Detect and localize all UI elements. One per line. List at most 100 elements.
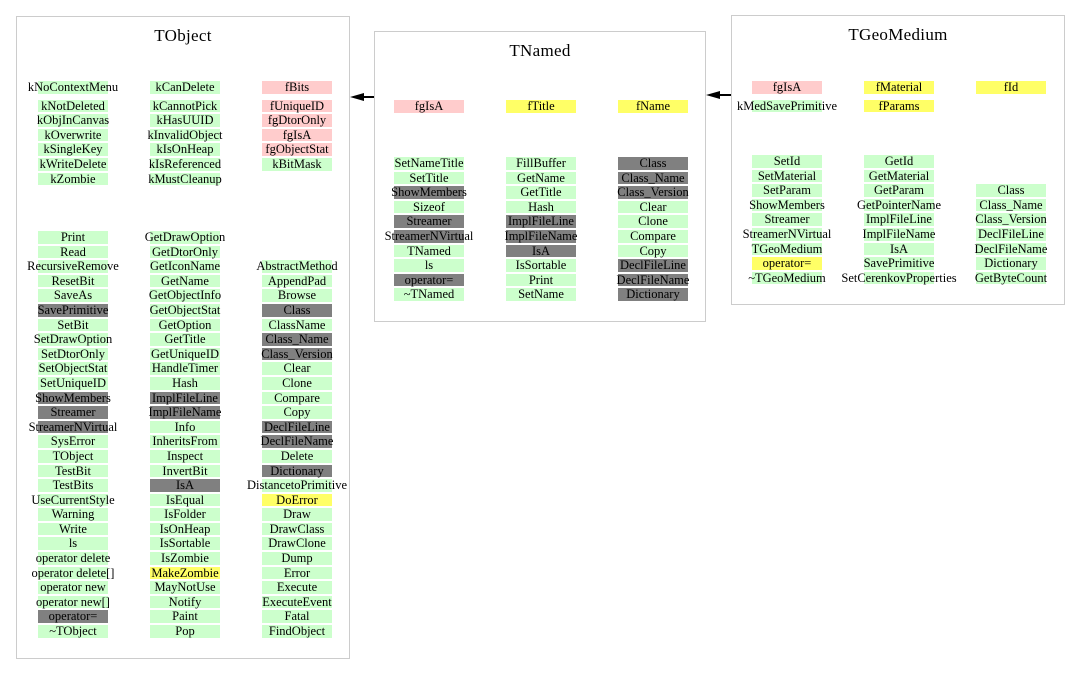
member-sizeof[interactable]: Sizeof xyxy=(394,200,464,215)
member-kzombie[interactable]: kZombie xyxy=(38,172,108,187)
member-browse[interactable]: Browse xyxy=(262,288,332,303)
member-executeevent[interactable]: ExecuteEvent xyxy=(262,595,332,610)
member-operator[interactable]: operator= xyxy=(38,609,108,624)
member-isfolder[interactable]: IsFolder xyxy=(150,507,220,522)
member-getoption[interactable]: GetOption xyxy=(150,318,220,333)
member-getname[interactable]: GetName xyxy=(506,171,576,186)
member-warning[interactable]: Warning xyxy=(38,507,108,522)
member-doerror[interactable]: DoError xyxy=(262,493,332,508)
member-getuniqueid[interactable]: GetUniqueID xyxy=(150,347,220,362)
member-setobjectstat[interactable]: SetObjectStat xyxy=(38,361,108,376)
member-kmedsaveprimitive[interactable]: kMedSavePrimitive xyxy=(737,99,837,114)
member-class-version[interactable]: Class_Version xyxy=(261,347,333,362)
member-compare[interactable]: Compare xyxy=(262,391,332,406)
member-drawclass[interactable]: DrawClass xyxy=(262,522,332,537)
member-streamernvirtual[interactable]: StreamerNVirtual xyxy=(29,420,118,435)
member-setdtoronly[interactable]: SetDtorOnly xyxy=(38,347,108,362)
member-geticonname[interactable]: GetIconName xyxy=(150,259,220,274)
member-getobjectstat[interactable]: GetObjectStat xyxy=(150,303,221,318)
member-fgisa[interactable]: fgIsA xyxy=(262,128,332,143)
member-getparam[interactable]: GetParam xyxy=(864,183,934,198)
member-isequal[interactable]: IsEqual xyxy=(150,493,220,508)
member-fmaterial[interactable]: fMaterial xyxy=(864,80,934,95)
member-showmembers[interactable]: ShowMembers xyxy=(35,391,111,406)
member-declfileline[interactable]: DeclFileLine xyxy=(976,227,1046,242)
member-compare[interactable]: Compare xyxy=(618,229,688,244)
member-class[interactable]: Class xyxy=(262,303,332,318)
member-operator-new[interactable]: operator new xyxy=(38,580,108,595)
class-title-tobject[interactable]: TObject xyxy=(154,26,212,45)
member-showmembers[interactable]: ShowMembers xyxy=(749,198,825,213)
member-implfilename[interactable]: ImplFileName xyxy=(149,405,222,420)
member-write[interactable]: Write xyxy=(38,522,108,537)
member-setcerenkovproperties[interactable]: SetCerenkovProperties xyxy=(841,271,956,286)
member-showmembers[interactable]: ShowMembers xyxy=(391,185,467,200)
member-knotdeleted[interactable]: kNotDeleted xyxy=(38,99,108,114)
member-read[interactable]: Read xyxy=(38,245,108,260)
member-khasuuid[interactable]: kHasUUID xyxy=(150,113,220,128)
member-fbits[interactable]: fBits xyxy=(262,80,332,95)
member-operator[interactable]: operator= xyxy=(394,273,464,288)
member-issortable[interactable]: IsSortable xyxy=(150,536,220,551)
member-fname[interactable]: fName xyxy=(618,99,688,114)
member-testbit[interactable]: TestBit xyxy=(38,464,108,479)
member-ls[interactable]: ls xyxy=(38,536,108,551)
member-testbits[interactable]: TestBits xyxy=(38,478,108,493)
member-hash[interactable]: Hash xyxy=(150,376,220,391)
member-class-name[interactable]: Class_Name xyxy=(618,171,688,186)
member-fatal[interactable]: Fatal xyxy=(262,609,332,624)
member-setuniqueid[interactable]: SetUniqueID xyxy=(38,376,108,391)
member-getname[interactable]: GetName xyxy=(150,274,220,289)
member-knocontextmenu[interactable]: kNoContextMenu xyxy=(28,80,118,95)
member-fparams[interactable]: fParams xyxy=(864,99,934,114)
member-notify[interactable]: Notify xyxy=(150,595,220,610)
member-class-version[interactable]: Class_Version xyxy=(617,185,689,200)
member-isa[interactable]: IsA xyxy=(506,244,576,259)
member-invertbit[interactable]: InvertBit xyxy=(150,464,220,479)
member-saveprimitive[interactable]: SavePrimitive xyxy=(38,303,109,318)
member-tgeomedium[interactable]: TGeoMedium xyxy=(752,242,823,257)
member-print[interactable]: Print xyxy=(38,230,108,245)
member-tobject[interactable]: TObject xyxy=(38,449,108,464)
member-inheritsfrom[interactable]: InheritsFrom xyxy=(150,434,220,449)
member-kisonheap[interactable]: kIsOnHeap xyxy=(150,142,220,157)
member-copy[interactable]: Copy xyxy=(618,244,688,259)
member-settitle[interactable]: SetTitle xyxy=(394,171,464,186)
member-fid[interactable]: fId xyxy=(976,80,1046,95)
member-getdrawoption[interactable]: GetDrawOption xyxy=(145,230,226,245)
member-tobject[interactable]: ~TObject xyxy=(38,624,108,639)
member-implfileline[interactable]: ImplFileLine xyxy=(150,391,220,406)
member-saveprimitive[interactable]: SavePrimitive xyxy=(864,256,935,271)
member-clone[interactable]: Clone xyxy=(618,214,688,229)
member-streamer[interactable]: Streamer xyxy=(752,212,822,227)
member-abstractmethod[interactable]: AbstractMethod xyxy=(256,259,337,274)
member-dictionary[interactable]: Dictionary xyxy=(262,464,332,479)
member-isa[interactable]: IsA xyxy=(150,478,220,493)
member-clear[interactable]: Clear xyxy=(262,361,332,376)
member-implfileline[interactable]: ImplFileLine xyxy=(864,212,934,227)
member-fgisa[interactable]: fgIsA xyxy=(752,80,822,95)
member-recursiveremove[interactable]: RecursiveRemove xyxy=(27,259,119,274)
member-streamer[interactable]: Streamer xyxy=(394,214,464,229)
member-ksinglekey[interactable]: kSingleKey xyxy=(38,142,108,157)
member-copy[interactable]: Copy xyxy=(262,405,332,420)
member-info[interactable]: Info xyxy=(150,420,220,435)
member-kinvalidobject[interactable]: kInvalidObject xyxy=(148,128,223,143)
member-kobjincanvas[interactable]: kObjInCanvas xyxy=(37,113,109,128)
member-drawclone[interactable]: DrawClone xyxy=(262,536,332,551)
member-declfilename[interactable]: DeclFileName xyxy=(261,434,334,449)
member-tnamed[interactable]: TNamed xyxy=(394,244,464,259)
member-kwritedelete[interactable]: kWriteDelete xyxy=(38,157,108,172)
member-declfileline[interactable]: DeclFileLine xyxy=(262,420,332,435)
member-kisreferenced[interactable]: kIsReferenced xyxy=(149,157,221,172)
member-implfilename[interactable]: ImplFileName xyxy=(505,229,578,244)
member-operator-delete[interactable]: operator delete xyxy=(36,551,111,566)
member-tgeomedium[interactable]: ~TGeoMedium xyxy=(748,271,826,286)
member-class-name[interactable]: Class_Name xyxy=(976,198,1046,213)
member-kcannotpick[interactable]: kCannotPick xyxy=(150,99,220,114)
member-makezombie[interactable]: MakeZombie xyxy=(150,566,220,581)
member-execute[interactable]: Execute xyxy=(262,580,332,595)
member-clone[interactable]: Clone xyxy=(262,376,332,391)
member-declfilename[interactable]: DeclFileName xyxy=(975,242,1048,257)
member-dictionary[interactable]: Dictionary xyxy=(618,287,688,302)
